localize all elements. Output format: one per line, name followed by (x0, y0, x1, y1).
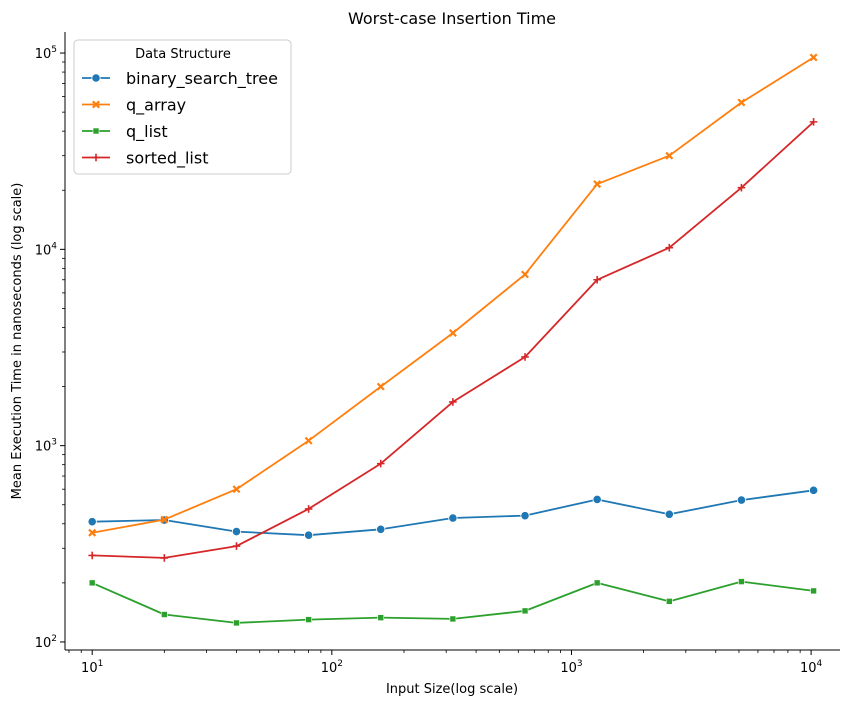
y-tick-label-base: 10 (35, 47, 52, 62)
legend-items: binary_search_tree q_array q_list sorted_li… (82, 69, 278, 169)
x-tick-label: 104 (800, 659, 823, 676)
series-q_array (88, 53, 818, 537)
data-point-q_array (232, 485, 241, 494)
series-q_list (88, 578, 817, 627)
legend-frame (73, 39, 292, 175)
x-axis-label: Input Size(log scale) (386, 682, 518, 697)
y-axis-label: Mean Execution Time in nanoseconds (log … (10, 183, 25, 500)
x-tick-label-exponent: 2 (337, 659, 343, 669)
legend-swatch-marker (91, 73, 101, 83)
y-tick-label-exponent: 4 (51, 241, 57, 251)
data-point-binary_search_tree (592, 494, 602, 505)
x-tick-label-base: 10 (800, 661, 817, 676)
data-point-q_array (809, 53, 818, 62)
series-sorted_list (88, 118, 818, 562)
legend-swatch-marker (92, 127, 100, 135)
legend-label: q_list (126, 122, 168, 142)
data-point-binary_search_tree (448, 513, 458, 523)
legend: Data Structure binary_search_tree q_array… (73, 39, 292, 175)
data-point-q_list (449, 615, 457, 623)
y-tick-label-exponent: 5 (51, 45, 57, 55)
data-point-sorted_list (737, 183, 746, 192)
data-point-q_list (88, 579, 96, 587)
legend-item-q_array: q_array (82, 96, 186, 116)
data-point-sorted_list (449, 398, 457, 406)
x-tick-label-base: 10 (560, 661, 577, 676)
legend-item-binary_search_tree: binary_search_tree (82, 69, 278, 89)
data-point-q_list (738, 578, 745, 585)
legend-item-sorted_list: sorted_list (82, 149, 208, 169)
data-point-sorted_list (88, 551, 97, 560)
data-point-sorted_list (160, 554, 169, 562)
x-tick-label-exponent: 3 (577, 659, 583, 669)
data-point-binary_search_tree (304, 530, 314, 540)
data-point-q_array (304, 436, 313, 445)
series-line-sorted_list (92, 121, 815, 559)
y-tick-label-base: 10 (35, 636, 52, 651)
y-tick-label-exponent: 2 (51, 634, 57, 644)
series-layer (87, 53, 819, 627)
data-point-binary_search_tree (376, 524, 386, 534)
data-point-sorted_list (593, 275, 601, 284)
legend-label: binary_search_tree (126, 69, 278, 89)
series-line-binary_search_tree (92, 489, 814, 537)
x-tick-label: 102 (321, 659, 343, 676)
data-point-binary_search_tree (808, 485, 819, 495)
y-tick-label: 103 (35, 438, 57, 455)
x-tick-label: 103 (560, 659, 582, 676)
data-point-sorted_list (376, 459, 385, 468)
legend-swatch-marker (92, 153, 100, 162)
x-tick-label-base: 10 (81, 661, 98, 676)
legend-label: sorted_list (126, 149, 208, 169)
x-tick-label-exponent: 1 (98, 659, 104, 669)
y-tick-label: 105 (35, 45, 57, 62)
data-point-q_list (810, 587, 817, 595)
data-point-q_array (88, 528, 97, 537)
data-point-q_list (233, 619, 240, 627)
data-point-q_list (161, 611, 168, 618)
y-tick-label: 102 (35, 634, 57, 651)
data-point-sorted_list (665, 243, 674, 252)
data-point-sorted_list (304, 505, 313, 513)
data-point-sorted_list (232, 542, 241, 550)
y-tick-label-base: 10 (35, 243, 52, 258)
x-axis-ticks: 101 102 103 104 (68, 650, 823, 676)
y-tick-label-exponent: 3 (51, 438, 57, 448)
data-point-sorted_list (809, 118, 818, 126)
data-point-q_array (160, 515, 169, 524)
data-point-q_array (593, 180, 602, 189)
data-point-binary_search_tree (231, 526, 242, 537)
x-tick-label: 101 (81, 659, 103, 676)
data-point-sorted_list (521, 353, 529, 361)
x-tick-label-exponent: 4 (817, 659, 823, 669)
data-point-q_array (376, 382, 385, 391)
data-point-q_list (521, 607, 529, 615)
data-point-q_array (448, 328, 457, 337)
legend-swatch-marker (92, 100, 100, 109)
data-point-q_array (737, 98, 746, 107)
x-tick-label-base: 10 (321, 661, 338, 676)
data-point-q_list (305, 616, 312, 623)
chart-title: Worst-case Insertion Time (348, 9, 556, 28)
data-point-binary_search_tree (664, 509, 674, 519)
data-point-binary_search_tree (87, 517, 97, 527)
legend-title: Data Structure (135, 47, 231, 62)
data-point-q_list (593, 579, 601, 587)
data-point-binary_search_tree (736, 495, 747, 505)
legend-label: q_array (126, 96, 186, 116)
y-tick-label-base: 10 (35, 440, 52, 455)
series-binary_search_tree (87, 485, 819, 540)
data-point-q_list (377, 614, 385, 621)
y-tick-label: 104 (35, 241, 58, 258)
data-point-q_array (521, 270, 530, 279)
data-point-q_array (665, 151, 674, 160)
legend-item-q_list: q_list (82, 122, 168, 142)
data-point-binary_search_tree (520, 511, 530, 521)
data-point-q_list (665, 598, 673, 605)
